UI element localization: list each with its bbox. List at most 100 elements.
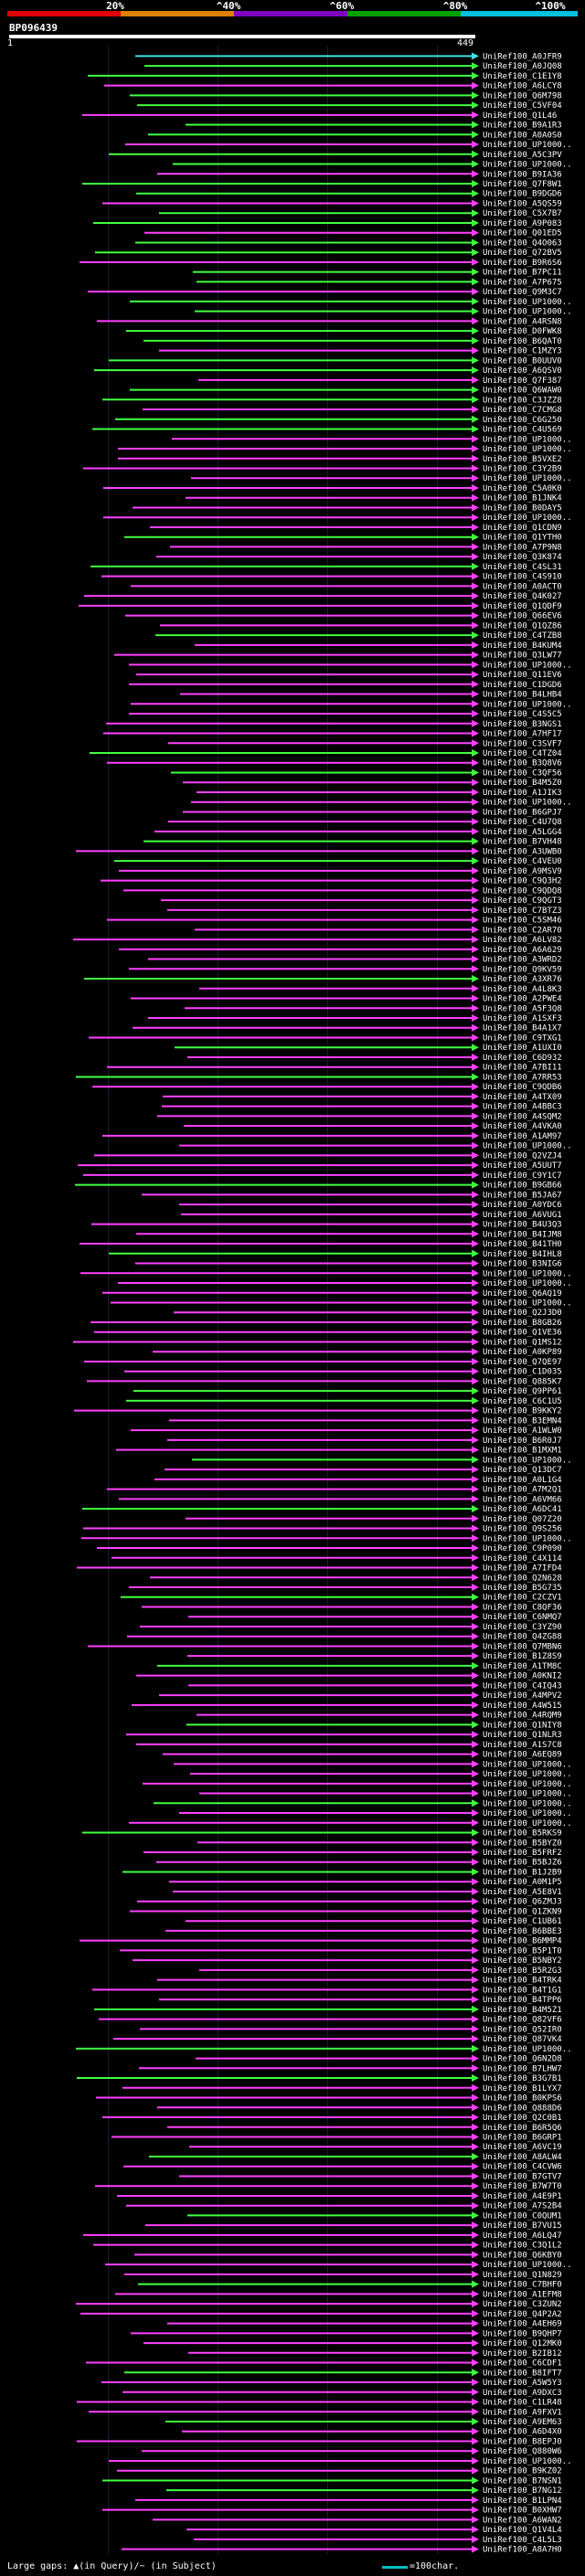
hit-row[interactable]: UniRef100_B0UUV0	[109, 356, 562, 366]
hit-label[interactable]: UniRef100_B4T1G1	[483, 1986, 562, 1995]
hit-row[interactable]: UniRef100_B5P1T0	[120, 1946, 562, 1956]
hit-row[interactable]: UniRef100_A1SXF3	[148, 1014, 562, 1023]
hit-row[interactable]: UniRef100_Q3K874	[156, 553, 562, 562]
hit-row[interactable]: UniRef100_Q7MBN6	[88, 1642, 562, 1651]
hit-row[interactable]: UniRef100_C9Q3H2	[101, 876, 562, 886]
hit-label[interactable]: UniRef100_UP1000..	[483, 1456, 572, 1465]
hit-label[interactable]: UniRef100_A6QSV0	[483, 366, 562, 376]
hit-row[interactable]: UniRef100_C6D932	[187, 1053, 562, 1063]
hit-row[interactable]: UniRef100_Q13DC7	[165, 1466, 562, 1475]
hit-label[interactable]: UniRef100_Q9S256	[483, 1525, 562, 1534]
hit-label[interactable]: UniRef100_B4TRK4	[483, 1977, 562, 1986]
hit-label[interactable]: UniRef100_B9DGD6	[483, 190, 562, 199]
hit-row[interactable]: UniRef100_UP1000..	[190, 1770, 572, 1779]
hit-row[interactable]: UniRef100_C0QUM1	[187, 2211, 562, 2221]
hit-label[interactable]: UniRef100_UP1000..	[483, 1760, 572, 1769]
hit-row[interactable]: UniRef100_Q4O063	[135, 239, 562, 248]
hit-row[interactable]: UniRef100_Q2N628	[150, 1574, 562, 1583]
hit-row[interactable]: UniRef100_A0YDC6	[179, 1201, 562, 1210]
hit-row[interactable]: UniRef100_Q1MS12	[73, 1338, 562, 1347]
hit-row[interactable]: UniRef100_A4VKA0	[184, 1122, 562, 1131]
hit-row[interactable]: UniRef100_UP1000..	[125, 141, 572, 150]
hit-label[interactable]: UniRef100_C9QGT3	[483, 896, 562, 906]
hit-row[interactable]: UniRef100_C4IQ43	[188, 1681, 562, 1691]
hit-label[interactable]: UniRef100_A5E8V1	[483, 1888, 562, 1897]
hit-label[interactable]: UniRef100_C8QF36	[483, 1603, 562, 1612]
hit-row[interactable]: UniRef100_UP1000..	[199, 1789, 572, 1799]
hit-label[interactable]: UniRef100_B5JA67	[483, 1191, 562, 1200]
hit-label[interactable]: UniRef100_Q885K7	[483, 1377, 562, 1386]
hit-row[interactable]: UniRef100_A1UXI0	[175, 1044, 562, 1053]
hit-row[interactable]: UniRef100_Q7F8W1	[82, 180, 562, 189]
hit-label[interactable]: UniRef100_B9KKY2	[483, 1407, 562, 1416]
hit-row[interactable]: UniRef100_C1E1Y8	[88, 71, 562, 81]
hit-label[interactable]: UniRef100_C4CVW6	[483, 2163, 562, 2172]
hit-row[interactable]: UniRef100_B5BJZ6	[156, 1858, 562, 1868]
hit-row[interactable]: UniRef100_B3G7B1	[77, 2074, 562, 2083]
hit-row[interactable]: UniRef100_A0L1G4	[154, 1475, 562, 1485]
hit-label[interactable]: UniRef100_Q1QDF9	[483, 602, 562, 611]
hit-label[interactable]: UniRef100_B5VXE2	[483, 455, 562, 464]
hit-label[interactable]: UniRef100_UP1000..	[483, 1534, 572, 1543]
hit-row[interactable]: UniRef100_C3Q1L2	[93, 2241, 562, 2251]
hit-row[interactable]: UniRef100_C6C1U5	[126, 1396, 562, 1406]
hit-label[interactable]: UniRef100_B7NSN1	[483, 2476, 562, 2486]
hit-label[interactable]: UniRef100_B7W7T0	[483, 2182, 562, 2191]
hit-row[interactable]: UniRef100_Q12MK0	[144, 2339, 562, 2348]
hit-label[interactable]: UniRef100_B1Z8S9	[483, 1652, 562, 1661]
hit-label[interactable]: UniRef100_A1WLW0	[483, 1426, 562, 1436]
hit-row[interactable]: UniRef100_Q1VE36	[94, 1328, 562, 1338]
hit-row[interactable]: UniRef100_A9FXV1	[89, 2408, 562, 2417]
hit-row[interactable]: UniRef100_C4U7Q8	[168, 818, 562, 827]
hit-row[interactable]: UniRef100_UP1000..	[130, 297, 572, 307]
hit-label[interactable]: UniRef100_C1MZY3	[483, 347, 562, 356]
hit-row[interactable]: UniRef100_UP1000..	[179, 1141, 572, 1151]
hit-label[interactable]: UniRef100_C9TXG1	[483, 1034, 562, 1043]
hit-label[interactable]: UniRef100_B3EMN4	[483, 1416, 562, 1426]
hit-row[interactable]: UniRef100_C3YZ90	[140, 1622, 562, 1632]
hit-row[interactable]: UniRef100_UP1000..	[76, 2044, 572, 2054]
hit-row[interactable]: UniRef100_B0XHW7	[102, 2506, 562, 2516]
hit-label[interactable]: UniRef100_A0KNI2	[483, 1672, 562, 1681]
hit-label[interactable]: UniRef100_A3XR76	[483, 975, 562, 984]
hit-label[interactable]: UniRef100_B7LHW7	[483, 2064, 562, 2073]
hit-label[interactable]: UniRef100_C5VF04	[483, 101, 562, 111]
hit-label[interactable]: UniRef100_D0FWK8	[483, 327, 562, 336]
hit-label[interactable]: UniRef100_Q4K027	[483, 592, 562, 601]
hit-label[interactable]: UniRef100_Q6ZMJ3	[483, 1898, 562, 1907]
hit-row[interactable]: UniRef100_Q6N2D8	[196, 2054, 562, 2064]
hit-label[interactable]: UniRef100_C1LR48	[483, 2399, 562, 2408]
hit-row[interactable]: UniRef100_A3XR76	[84, 975, 562, 984]
hit-row[interactable]: UniRef100_B8IFT7	[124, 2369, 562, 2378]
hit-row[interactable]: UniRef100_Q87VK4	[113, 2035, 562, 2044]
hit-row[interactable]: UniRef100_C4TZB8	[155, 631, 562, 641]
hit-label[interactable]: UniRef100_Q1L46	[483, 111, 557, 121]
hit-label[interactable]: UniRef100_C3QF56	[483, 769, 562, 778]
hit-row[interactable]: UniRef100_C1LR48	[77, 2398, 562, 2408]
hit-label[interactable]: UniRef100_C3YZ90	[483, 1623, 562, 1632]
hit-label[interactable]: UniRef100_A6VUG1	[483, 1211, 562, 1220]
hit-label[interactable]: UniRef100_UP1000..	[483, 298, 572, 307]
hit-label[interactable]: UniRef100_B4KUM4	[483, 641, 562, 651]
hit-row[interactable]: UniRef100_B8EPJ0	[77, 2437, 562, 2446]
hit-row[interactable]: UniRef100_A7HF17	[103, 729, 562, 739]
hit-label[interactable]: UniRef100_C7BTZ3	[483, 906, 562, 916]
hit-row[interactable]: UniRef100_A0ACT0	[131, 582, 562, 591]
hit-row[interactable]: UniRef100_Q1QZ86	[160, 621, 562, 631]
hit-row[interactable]: UniRef100_B0DAY5	[133, 504, 562, 513]
hit-row[interactable]: UniRef100_C3QF56	[171, 769, 562, 778]
hit-label[interactable]: UniRef100_A0A0S0	[483, 131, 562, 140]
hit-label[interactable]: UniRef100_Q1CDN9	[483, 524, 562, 533]
hit-row[interactable]: UniRef100_B7NSN1	[102, 2476, 562, 2486]
hit-label[interactable]: UniRef100_A4RSN8	[483, 317, 562, 326]
hit-row[interactable]: UniRef100_Q4P2A2	[80, 2309, 562, 2319]
hit-row[interactable]: UniRef100_UP1000..	[131, 700, 572, 709]
hit-label[interactable]: UniRef100_B5P1T0	[483, 1946, 562, 1956]
hit-row[interactable]: UniRef100_UP1000..	[80, 1269, 572, 1278]
hit-row[interactable]: UniRef100_B5G735	[129, 1583, 562, 1593]
hit-label[interactable]: UniRef100_A8ALW4	[483, 2153, 562, 2162]
hit-row[interactable]: UniRef100_A9P083	[93, 218, 562, 228]
hit-row[interactable]: UniRef100_B41TH0	[80, 1240, 562, 1249]
hit-row[interactable]: UniRef100_B3EMN4	[169, 1416, 562, 1426]
hit-label[interactable]: UniRef100_A5QS59	[483, 199, 562, 208]
